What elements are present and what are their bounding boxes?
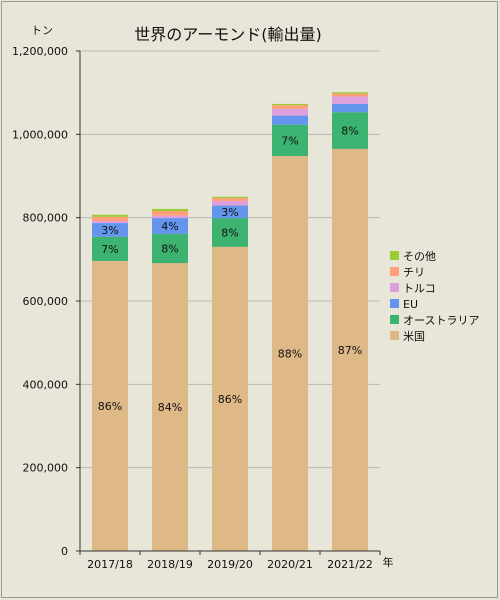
bar-segment [272,156,308,551]
legend-swatch [390,283,399,292]
bar-segment [92,221,128,224]
bar-segment [92,214,128,217]
bar-segment [332,96,368,104]
x-tick-label: 2017/18 [87,558,133,571]
bar-segment [212,205,248,219]
bar-segment [212,218,248,247]
bar-segment [272,103,308,106]
bar-data-label: 3% [221,206,238,219]
bar-data-label: 8% [221,226,238,239]
axes [79,51,380,552]
legend-swatch [390,331,399,340]
bar-segment [332,148,368,551]
bar-segment [92,223,128,237]
bars: 86% 7% 3% 84% 8% 4% 86% 8% 3% 88% 7% 87% 8% [92,92,368,552]
y-tick-label: 1,200,000 [12,45,68,58]
y-tick-label: 400,000 [23,378,69,391]
legend-swatch [390,315,399,324]
gridlines [80,50,380,469]
y-tick-label: 1,000,000 [12,128,68,141]
x-axis-ticks: 2017/18 2018/19 2019/20 2020/21 2021/22 [79,551,381,571]
bar-data-label: 8% [161,243,178,256]
bar-segment [152,263,188,551]
bar-segment [332,93,368,97]
bar-data-label: 7% [281,134,298,147]
bar-segment [152,215,188,219]
legend-label: その他 [403,250,436,263]
x-tick-label: 2020/21 [267,558,313,571]
legend-label: トルコ [403,282,436,295]
bar-segment [152,211,188,216]
bar-data-label: 84% [158,401,182,414]
bar-segment [92,236,128,261]
x-axis-unit-label: 年 [383,555,394,569]
legend-label: 米国 [403,330,425,343]
bar-segment [212,201,248,206]
bar-segment [272,105,308,109]
y-tick-label: 800,000 [23,212,69,225]
legend-swatch [390,267,399,276]
y-tick-label: 200,000 [23,462,69,475]
y-axis-unit-label: トン [31,24,53,37]
bar-data-label: 8% [341,125,358,138]
bar-segment [272,115,308,125]
bar-data-label: 86% [218,393,242,406]
bar-segment [212,198,248,201]
bar-segment [272,108,308,116]
bar-segment [272,124,308,156]
bar-data-label: 7% [101,243,118,256]
bar-data-label: 86% [98,400,122,413]
bar-data-label: 4% [161,220,178,233]
y-tick-label: 600,000 [23,295,69,308]
bar-segment [212,246,248,552]
bar-segment [332,92,368,94]
bar-segment [332,112,368,149]
bar-segment [92,261,128,551]
bar-segment [332,103,368,113]
x-tick-label: 2021/22 [327,558,373,571]
legend-swatch [390,251,399,260]
legend-label: チリ [403,266,425,279]
bar-segment [152,233,188,264]
y-axis-ticks: 0 200,000 400,000 600,000 800,000 1,000,000 1,… [12,45,80,558]
bar-segment [212,196,248,199]
bar-segment [152,218,188,234]
x-tick-label: 2019/20 [207,558,253,571]
x-tick-label: 2018/19 [147,558,193,571]
legend-swatch [390,299,399,308]
bar-data-label: 3% [101,224,118,237]
bar-data-label: 87% [338,344,362,357]
legend-label: オーストラリア [403,314,479,327]
legend-label: EU [403,298,418,311]
y-tick-label: 0 [61,545,68,558]
bar-segment [152,208,188,211]
chart-title: 世界のアーモンド(輸出量) [134,25,322,44]
bar-data-label: 88% [278,348,302,361]
bar-segment [92,216,128,221]
